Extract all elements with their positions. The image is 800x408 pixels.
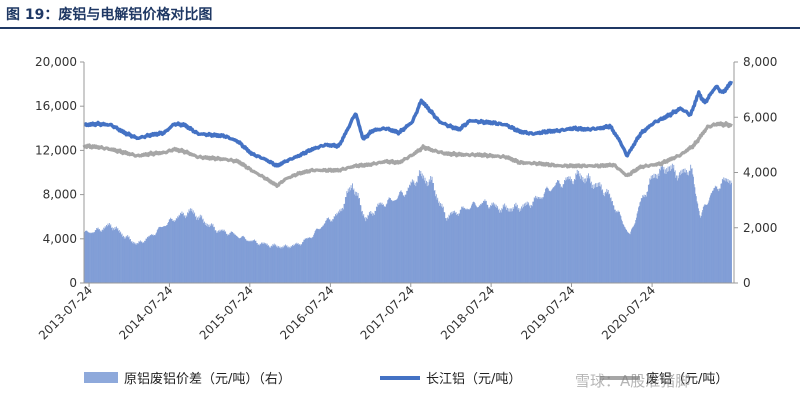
legend-item-scrap: 废铝（元/吨） <box>600 368 728 387</box>
right-tick-label: 8,000 <box>743 55 777 69</box>
left-tick-label: 8,000 <box>43 188 77 202</box>
figure-title: 图 19：废铝与电解铝价格对比图 <box>6 7 213 23</box>
spread-bars <box>83 163 732 283</box>
right-tick-label: 6,000 <box>743 110 777 124</box>
right-tick-label: 2,000 <box>743 221 777 235</box>
legend: 原铝废铝价差（元/吨）（右） 长江铝（元/吨） 废铝（元/吨） <box>80 368 795 388</box>
legend-swatch-spread <box>84 372 118 383</box>
legend-swatch-changjiang <box>380 375 420 380</box>
x-tick-label: 2015-07-24 <box>197 283 256 342</box>
x-tick-label: 2014-07-24 <box>116 283 175 342</box>
legend-label-spread: 原铝废铝价差（元/吨）（右） <box>124 372 291 387</box>
x-tick-label: 2017-07-24 <box>358 283 417 342</box>
x-tick-label: 2016-07-24 <box>277 283 336 342</box>
left-tick-label: 20,000 <box>35 55 77 69</box>
left-tick-label: 0 <box>69 276 77 290</box>
legend-label-scrap: 废铝（元/吨） <box>646 372 729 387</box>
left-tick-label: 16,000 <box>35 99 77 113</box>
price-lines <box>82 80 734 188</box>
left-tick-label: 12,000 <box>35 143 77 157</box>
right-tick-label: 0 <box>743 276 751 290</box>
legend-swatch-scrap <box>600 375 640 380</box>
left-tick-label: 4,000 <box>43 232 77 246</box>
x-tick-label: 2020-07-24 <box>599 283 658 342</box>
legend-item-spread: 原铝废铝价差（元/吨）（右） <box>84 368 291 387</box>
legend-item-changjiang: 长江铝（元/吨） <box>380 368 521 387</box>
right-tick-label: 4,000 <box>743 166 777 180</box>
x-tick-label: 2019-07-24 <box>518 283 577 342</box>
legend-label-changjiang: 长江铝（元/吨） <box>426 372 522 387</box>
x-tick-label: 2018-07-24 <box>438 283 497 342</box>
title-divider <box>0 27 800 29</box>
x-tick-label: 2013-07-24 <box>36 283 95 342</box>
scrap-price-line <box>82 121 733 188</box>
watermark: 雪球：A股准猪脚 <box>575 372 691 390</box>
changjiang-price-line <box>83 80 734 168</box>
